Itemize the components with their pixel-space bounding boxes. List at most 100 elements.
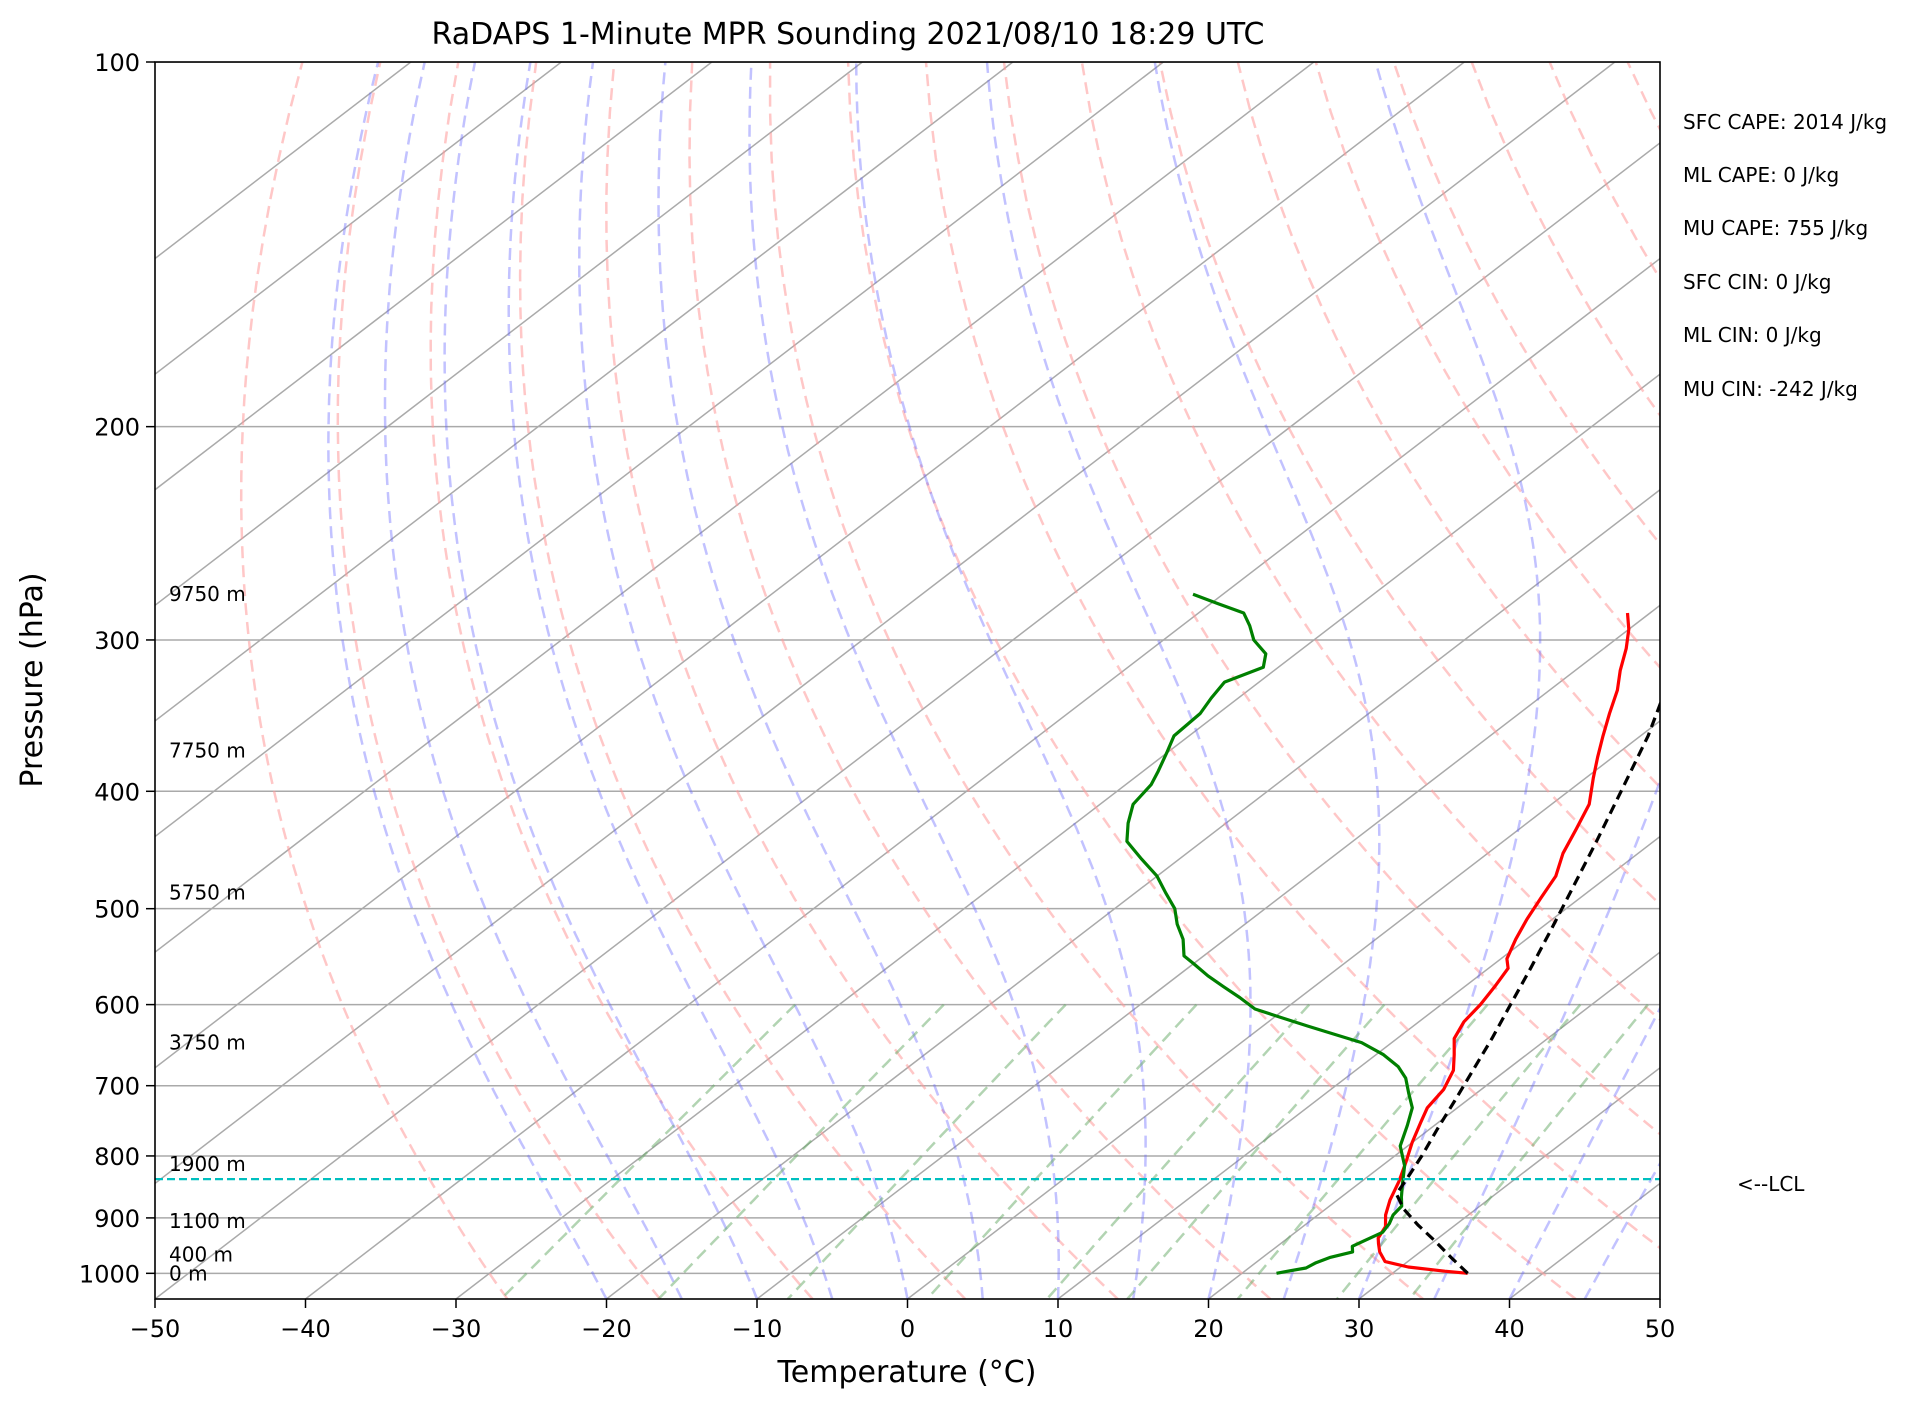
background-lines bbox=[155, 62, 1925, 1299]
dry-adiabat bbox=[1314, 62, 1660, 670]
height-label: 0 m bbox=[169, 1261, 208, 1285]
x-tick-label: 50 bbox=[1645, 1315, 1676, 1343]
stats-box: SFC CAPE: 2014 J/kg ML CAPE: 0 J/kg MU C… bbox=[1683, 110, 1887, 401]
moist-adiabat bbox=[1153, 62, 1381, 1299]
dry-adiabat bbox=[518, 62, 967, 1299]
height-label: 7750 m bbox=[169, 738, 246, 762]
dry-adiabat bbox=[1862, 62, 1925, 1299]
dry-adiabat bbox=[1236, 62, 1660, 789]
x-tick-label: 20 bbox=[1193, 1315, 1224, 1343]
height-labels: 9750 m 7750 m 5750 m 3750 m 1900 m 1100 m 400 … bbox=[169, 582, 246, 1285]
series-layer bbox=[155, 592, 1660, 1275]
moist-adiabat bbox=[327, 62, 608, 1299]
stat-ml-cin: ML CIN: 0 J/kg bbox=[1683, 323, 1822, 347]
height-label: 1900 m bbox=[169, 1152, 246, 1176]
isotherm-gridline bbox=[455, 373, 1660, 1299]
dry-adiabat bbox=[768, 62, 1424, 1299]
mixing-ratio-line bbox=[1046, 1003, 1311, 1299]
moist-adiabat bbox=[1658, 1296, 1660, 1299]
stat-sfc-cape: SFC CAPE: 2014 J/kg bbox=[1683, 110, 1887, 134]
moist-adiabat bbox=[748, 62, 1060, 1299]
height-label: 5750 m bbox=[169, 881, 246, 905]
isotherm-gridline bbox=[155, 62, 863, 607]
y-tick-label: 1000 bbox=[79, 1260, 140, 1288]
mixing-ratio-line bbox=[1408, 1003, 1649, 1299]
stat-mu-cin: MU CIN: -242 J/kg bbox=[1683, 377, 1858, 401]
height-label: 3750 m bbox=[169, 1031, 246, 1055]
y-tick-label: 300 bbox=[94, 627, 140, 655]
mixing-ratio-line bbox=[1126, 1003, 1386, 1299]
mixing-ratio-line bbox=[500, 1003, 797, 1299]
plot-frame bbox=[154, 61, 1661, 1300]
isotherm-gridline bbox=[1358, 1066, 1660, 1299]
moist-adiabat bbox=[1508, 1005, 1660, 1299]
isotherm-gridline bbox=[1509, 1182, 1660, 1299]
dry-adiabat bbox=[429, 62, 814, 1299]
lcl-label: <--LCL bbox=[1737, 1172, 1805, 1196]
isotherm-gridline bbox=[155, 62, 1465, 1069]
dry-adiabat bbox=[846, 62, 1577, 1299]
isotherm-gridline bbox=[1811, 62, 1925, 1299]
dry-adiabat bbox=[1158, 62, 1660, 906]
dry-adiabat bbox=[239, 62, 509, 1299]
x-tick-label: −10 bbox=[732, 1315, 783, 1343]
dry-adiabat bbox=[1784, 62, 1925, 1299]
stat-ml-cape: ML CAPE: 0 J/kg bbox=[1683, 163, 1839, 187]
x-tick-label: −50 bbox=[130, 1315, 181, 1343]
y-tick-label: 200 bbox=[94, 414, 140, 442]
y-tick-label: 600 bbox=[94, 992, 140, 1020]
moist-adiabat bbox=[657, 62, 985, 1299]
dry-adiabat bbox=[924, 62, 1660, 1250]
isotherm-gridline bbox=[155, 62, 713, 491]
isotherm-gridline bbox=[606, 488, 1660, 1299]
stat-mu-cape: MU CAPE: 755 J/kg bbox=[1683, 216, 1868, 240]
mixing-ratio-line bbox=[657, 1003, 945, 1299]
parcel-trace bbox=[1394, 700, 1660, 1275]
y-tick-label: 400 bbox=[94, 778, 140, 806]
isotherm-gridline bbox=[1057, 835, 1660, 1299]
height-label: 9750 m bbox=[169, 582, 246, 606]
mixing-ratio-line bbox=[1236, 1003, 1489, 1299]
isotherm-gridline bbox=[1659, 1298, 1660, 1299]
moist-adiabat bbox=[1357, 62, 1542, 1299]
moist-adiabat bbox=[443, 62, 759, 1299]
dewpoint-trace bbox=[1125, 592, 1414, 1275]
isotherm-gridline bbox=[756, 604, 1660, 1299]
moist-adiabat bbox=[985, 62, 1252, 1299]
isotherm-gridline bbox=[155, 62, 1315, 954]
x-tick-label: −20 bbox=[581, 1315, 632, 1343]
x-tick-label: 30 bbox=[1344, 1315, 1375, 1343]
isotherm-gridline bbox=[155, 62, 562, 376]
y-tick-label: 900 bbox=[94, 1205, 140, 1233]
x-tick-label: 10 bbox=[1043, 1315, 1074, 1343]
mixing-ratio-line bbox=[1336, 1003, 1582, 1299]
dry-adiabat bbox=[1626, 62, 1660, 132]
isotherm-gridline bbox=[155, 62, 1616, 1185]
isotherm-gridline bbox=[155, 62, 1014, 722]
x-tick-label: 0 bbox=[900, 1315, 915, 1343]
y-tick-label: 100 bbox=[94, 49, 140, 77]
x-tick-label: −30 bbox=[431, 1315, 482, 1343]
isotherm-gridline bbox=[305, 257, 1660, 1299]
mixing-ratio-line bbox=[925, 1003, 1198, 1299]
dry-adiabat bbox=[605, 62, 1119, 1299]
moist-adiabat bbox=[1583, 1160, 1660, 1299]
isotherm-gridline bbox=[1208, 951, 1660, 1299]
isotherm-gridline bbox=[907, 720, 1660, 1299]
isotherm-gridline bbox=[155, 141, 1660, 1299]
dry-adiabat bbox=[336, 62, 661, 1299]
y-axis: 100 200 300 400 500 600 700 800 900 1000 bbox=[79, 49, 155, 1288]
height-label: 1100 m bbox=[169, 1209, 246, 1233]
dry-adiabat bbox=[1706, 62, 1925, 1299]
moist-adiabat bbox=[383, 62, 683, 1299]
height-label: 400 m bbox=[169, 1243, 233, 1267]
x-tick-label: 40 bbox=[1494, 1315, 1525, 1343]
y-tick-label: 500 bbox=[94, 896, 140, 924]
moist-adiabat bbox=[578, 62, 909, 1299]
y-tick-label: 700 bbox=[94, 1073, 140, 1101]
x-axis: −50 −40 −30 −20 −10 0 10 20 30 40 50 bbox=[130, 1299, 1676, 1343]
mixing-ratio-line bbox=[786, 1003, 1067, 1299]
x-tick-label: −40 bbox=[280, 1315, 331, 1343]
moist-adiabat bbox=[1433, 777, 1660, 1299]
